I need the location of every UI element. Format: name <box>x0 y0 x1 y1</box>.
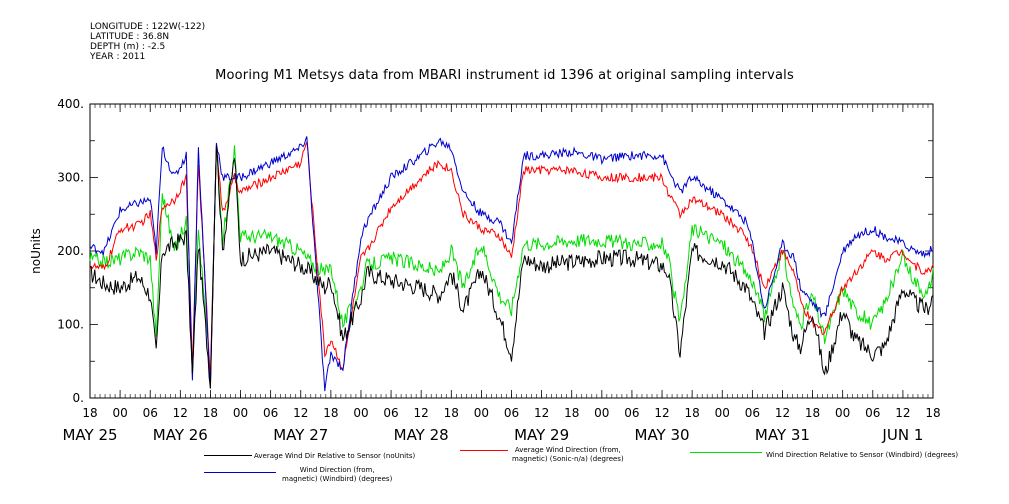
depth-text: DEPTH (m) : -2.5 <box>90 42 166 52</box>
x-tick-label: 18 <box>564 406 579 420</box>
legend-swatch <box>690 452 762 453</box>
x-tick-label: 18 <box>82 406 97 420</box>
series-line <box>89 145 934 389</box>
x-day-label: MAY 28 <box>394 426 449 444</box>
x-day-label: MAY 27 <box>273 426 328 444</box>
x-tick-label: 06 <box>865 406 880 420</box>
x-day-label: MAY 31 <box>755 426 810 444</box>
legend-label: Average Wind Direction (from, magnetic) … <box>512 446 624 463</box>
x-tick-label: 12 <box>534 406 549 420</box>
series-line <box>89 141 934 377</box>
x-tick-label: 00 <box>474 406 489 420</box>
x-day-label: MAY 25 <box>62 426 117 444</box>
x-tick-label: 18 <box>805 406 820 420</box>
longitude-text: LONGITUDE : 122W(-122) <box>90 22 206 32</box>
x-tick-label: 18 <box>323 406 338 420</box>
x-tick-label: 00 <box>233 406 248 420</box>
chart-title: Mooring M1 Metsys data from MBARI instru… <box>215 68 794 83</box>
x-tick-label: 06 <box>143 406 158 420</box>
x-tick-label: 12 <box>654 406 669 420</box>
y-tick-label: 200. <box>57 244 84 258</box>
legend-label: Average Wind Dir Relative to Sensor (noU… <box>254 452 416 460</box>
x-tick-label: 18 <box>685 406 700 420</box>
series-line <box>89 136 934 392</box>
x-tick-label: 12 <box>414 406 429 420</box>
x-tick-label: 12 <box>293 406 308 420</box>
x-tick-label: 12 <box>173 406 188 420</box>
x-day-label: JUN 1 <box>881 426 923 444</box>
x-tick-label: 00 <box>353 406 368 420</box>
legend-swatch <box>204 455 252 456</box>
x-tick-label: 00 <box>835 406 850 420</box>
x-tick-label: 06 <box>624 406 639 420</box>
x-tick-label: 00 <box>112 406 127 420</box>
x-day-label: MAY 26 <box>153 426 208 444</box>
y-axis-label: noUnits <box>29 228 43 274</box>
legend-label: Wind Direction (from, magnetic) (Windbir… <box>282 466 393 483</box>
legend-label: Wind Direction Relative to Sensor (Windb… <box>766 451 959 459</box>
x-tick-label: 00 <box>594 406 609 420</box>
y-tick-label: 0. <box>73 391 84 405</box>
series-line <box>89 145 934 376</box>
year-text: YEAR : 2011 <box>90 52 146 62</box>
x-tick-label: 00 <box>715 406 730 420</box>
legend-swatch <box>204 472 276 473</box>
x-tick-label: 06 <box>263 406 278 420</box>
x-tick-label: 12 <box>775 406 790 420</box>
latitude-text: LATITUDE : 36.8N <box>90 32 170 42</box>
y-tick-label: 400. <box>57 97 84 111</box>
y-tick-label: 300. <box>57 171 84 185</box>
x-tick-label: 18 <box>925 406 940 420</box>
x-tick-label: 18 <box>203 406 218 420</box>
x-tick-label: 06 <box>504 406 519 420</box>
x-tick-label: 18 <box>444 406 459 420</box>
x-tick-label: 12 <box>895 406 910 420</box>
metadata-block: LONGITUDE : 122W(-122) LATITUDE : 36.8N … <box>90 22 205 62</box>
x-tick-label: 06 <box>383 406 398 420</box>
x-tick-label: 06 <box>745 406 760 420</box>
legend-swatch <box>460 450 508 451</box>
x-day-label: MAY 30 <box>635 426 690 444</box>
x-day-label: MAY 29 <box>514 426 569 444</box>
y-tick-label: 100. <box>57 318 84 332</box>
